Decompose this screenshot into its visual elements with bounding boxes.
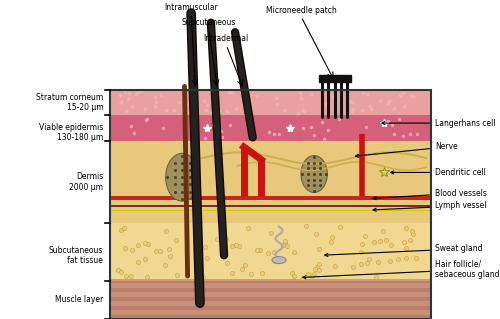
Text: Intramuscular: Intramuscular bbox=[164, 3, 218, 11]
Bar bbox=[110, 288, 430, 292]
Text: Subcutaneous
fat tissue: Subcutaneous fat tissue bbox=[49, 246, 104, 265]
Text: Muscle layer: Muscle layer bbox=[55, 295, 104, 304]
Text: Stratum corneum
15-20 μm: Stratum corneum 15-20 μm bbox=[36, 93, 104, 112]
Text: Blood vessels: Blood vessels bbox=[373, 189, 487, 200]
Text: Hair follicle/
sebaceous gland: Hair follicle/ sebaceous gland bbox=[303, 260, 500, 279]
Bar bbox=[110, 279, 430, 283]
Text: Microneedle patch: Microneedle patch bbox=[266, 6, 336, 15]
Bar bbox=[110, 281, 430, 319]
Bar bbox=[110, 115, 430, 141]
Text: Dendritic cell: Dendritic cell bbox=[390, 168, 486, 177]
Text: Viable epidermis
130-180 μm: Viable epidermis 130-180 μm bbox=[39, 123, 104, 142]
Ellipse shape bbox=[166, 153, 199, 201]
Text: Intradermal: Intradermal bbox=[204, 34, 249, 43]
Bar bbox=[110, 141, 430, 223]
Bar bbox=[110, 90, 430, 319]
Text: Subcutaneous: Subcutaneous bbox=[182, 19, 236, 27]
Bar bbox=[110, 210, 430, 211]
Text: Nerve: Nerve bbox=[356, 143, 458, 157]
Ellipse shape bbox=[272, 256, 286, 263]
Text: Langerhans cell: Langerhans cell bbox=[382, 119, 496, 128]
Text: Dermis
2000 μm: Dermis 2000 μm bbox=[70, 172, 103, 192]
Bar bbox=[110, 315, 430, 319]
Ellipse shape bbox=[301, 156, 328, 193]
Text: Lymph vessel: Lymph vessel bbox=[373, 201, 486, 211]
Bar bbox=[110, 205, 430, 207]
Bar bbox=[110, 223, 430, 281]
Bar bbox=[110, 297, 430, 301]
Bar bbox=[110, 90, 430, 115]
Bar bbox=[110, 306, 430, 310]
Bar bbox=[319, 75, 350, 82]
Bar bbox=[110, 196, 430, 200]
Text: Sweat gland: Sweat gland bbox=[325, 244, 482, 256]
